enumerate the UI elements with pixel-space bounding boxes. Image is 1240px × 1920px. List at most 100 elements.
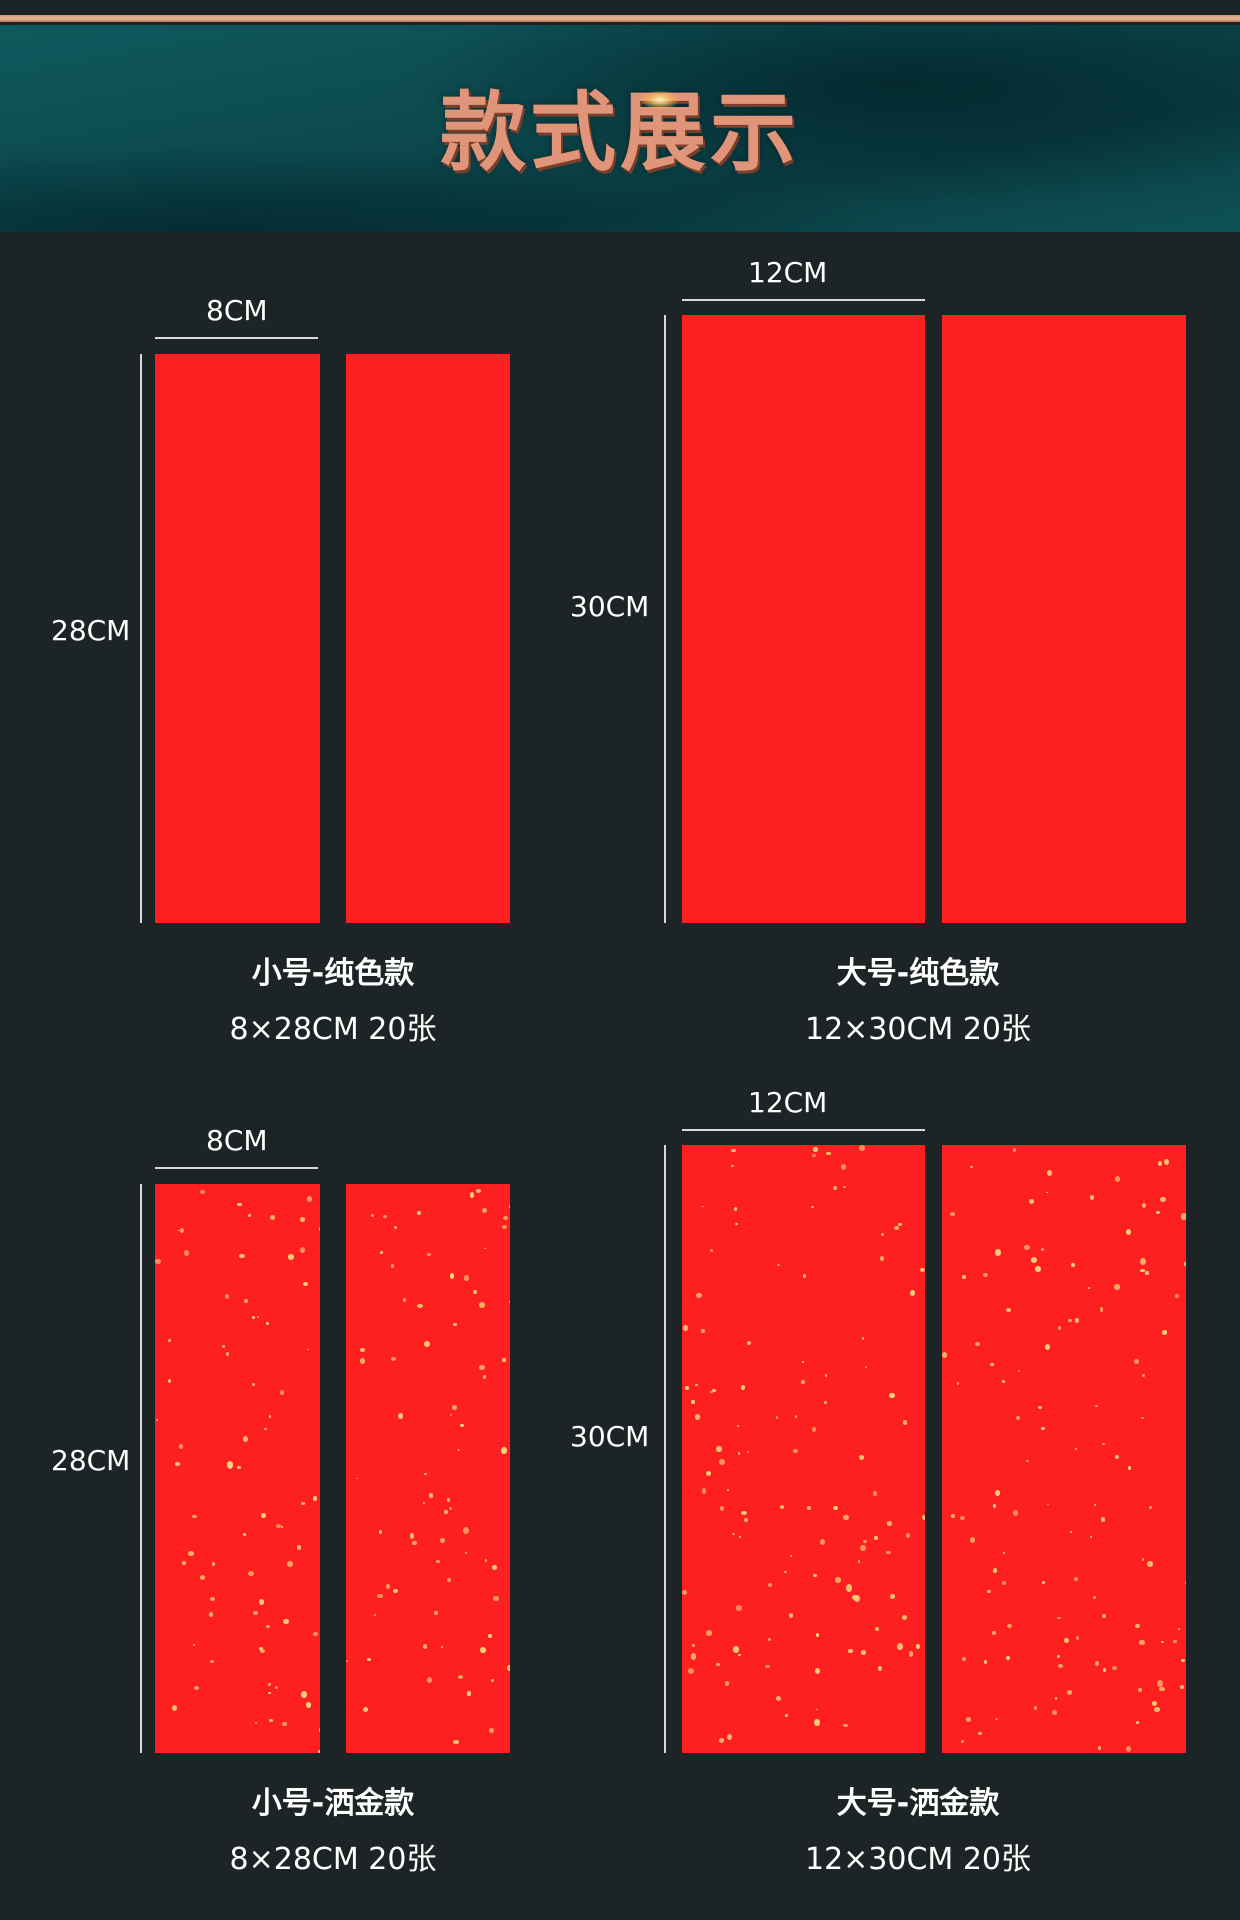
gold-fleck <box>426 1677 432 1683</box>
gold-fleck <box>961 1657 967 1661</box>
gold-fleck <box>509 1205 510 1208</box>
gold-fleck <box>1164 1158 1170 1166</box>
product-name: 大号-纯色款 <box>836 956 1000 991</box>
gold-fleck <box>428 1493 434 1498</box>
gold-fleck <box>367 1657 372 1661</box>
height-label: 28CM <box>51 614 131 647</box>
gold-fleck <box>436 1559 441 1563</box>
gold-fleck <box>815 1633 819 1637</box>
gold-fleck <box>1094 1404 1098 1408</box>
gold-fleck <box>1056 1616 1061 1620</box>
gold-fleck <box>978 1732 982 1736</box>
gold-fleck <box>183 1250 189 1256</box>
height-line <box>664 1145 666 1753</box>
gold-fleck <box>1184 1581 1186 1584</box>
gold-fleck <box>280 1525 283 1529</box>
product-spec: 12×30CM 20张 <box>804 1842 1032 1877</box>
gold-fleck <box>440 1645 443 1649</box>
gold-fleck <box>922 1514 925 1521</box>
gold-fleck <box>720 1506 725 1511</box>
gold-fleck <box>252 1315 255 1320</box>
gold-fleck <box>732 1532 736 1536</box>
gold-fleck <box>451 1405 458 1411</box>
gold-fleck <box>263 1428 267 1431</box>
gold-fleck <box>690 1400 696 1404</box>
gold-fleck <box>502 1225 508 1230</box>
gold-fleck <box>1125 1228 1132 1236</box>
gold-fleck <box>200 1189 206 1195</box>
paper-left <box>682 315 925 923</box>
gold-fleck <box>1012 1147 1017 1152</box>
gold-fleck <box>780 1504 785 1509</box>
gold-fleck <box>392 1589 398 1594</box>
gold-fleck <box>1046 1169 1052 1177</box>
gold-fleck <box>897 1222 902 1227</box>
gold-fleck <box>853 1595 860 1603</box>
gold-fleck <box>682 1590 688 1596</box>
gold-fleck <box>258 1646 264 1651</box>
gold-fleck <box>1052 1710 1058 1716</box>
gold-fleck <box>1057 1663 1064 1669</box>
gold-fleck <box>886 1521 893 1526</box>
gold-fleck <box>857 1560 861 1564</box>
page-title: 款式展示 <box>440 82 800 183</box>
gold-fleck <box>266 1624 270 1629</box>
gold-fleck <box>1097 1745 1101 1750</box>
gold-fleck <box>424 1341 431 1348</box>
gold-fleck <box>194 1685 200 1690</box>
gold-fleck <box>501 1447 507 1454</box>
gold-fleck <box>841 1164 846 1170</box>
gold-fleck <box>453 1739 459 1745</box>
gold-fleck <box>683 1325 688 1331</box>
gold-fleck <box>736 1604 742 1612</box>
gold-fleck <box>970 1165 973 1169</box>
product-name: 小号-纯色款 <box>251 956 415 991</box>
gold-fleck <box>969 1536 975 1544</box>
gold-fleck <box>1068 1319 1073 1322</box>
gold-fleck <box>859 1544 866 1552</box>
gold-fleck <box>878 1666 883 1671</box>
gold-fleck <box>449 1506 453 1510</box>
gold-fleck <box>733 1207 738 1211</box>
gold-fleck <box>1156 1680 1163 1688</box>
gold-fleck <box>502 1216 509 1221</box>
height-label: 30CM <box>570 590 650 623</box>
gold-fleck <box>694 1414 700 1420</box>
gold-fleck <box>785 1714 788 1718</box>
width-label: 8CM <box>206 294 268 327</box>
gold-fleck <box>740 1385 745 1390</box>
gold-fleck <box>738 1653 741 1657</box>
paper-right <box>942 1145 1186 1753</box>
gold-fleck <box>1047 1503 1050 1506</box>
height-line <box>140 354 142 923</box>
gold-fleck <box>288 1253 294 1260</box>
gold-fleck <box>287 1560 293 1567</box>
gold-fleck <box>172 1704 178 1712</box>
gold-fleck <box>776 1263 781 1267</box>
gold-fleck <box>460 1423 464 1427</box>
gold-fleck <box>178 1444 184 1449</box>
gold-fleck <box>784 1571 787 1574</box>
gold-fleck <box>465 1551 468 1555</box>
gold-fleck <box>990 1363 994 1366</box>
gold-fleck <box>846 1584 852 1592</box>
gold-fleck <box>812 1153 816 1158</box>
gold-fleck <box>1095 1661 1100 1667</box>
gold-fleck <box>1148 1505 1152 1509</box>
gold-fleck <box>865 1365 868 1369</box>
gold-fleck <box>466 1690 472 1696</box>
gold-fleck <box>303 1282 308 1287</box>
gold-fleck <box>275 1685 279 1689</box>
paper-left <box>155 354 320 923</box>
height-line <box>664 315 666 923</box>
gold-fleck <box>1114 1284 1120 1290</box>
gold-fleck <box>984 1660 988 1664</box>
gold-fleck <box>423 1502 426 1504</box>
gold-fleck <box>469 1192 475 1198</box>
gold-fleck <box>254 1722 257 1724</box>
gold-fleck <box>434 1611 438 1615</box>
gold-fleck <box>1140 1268 1145 1272</box>
width-line <box>682 1129 925 1131</box>
gold-fleck <box>1179 1684 1184 1689</box>
gold-fleck <box>297 1545 302 1550</box>
